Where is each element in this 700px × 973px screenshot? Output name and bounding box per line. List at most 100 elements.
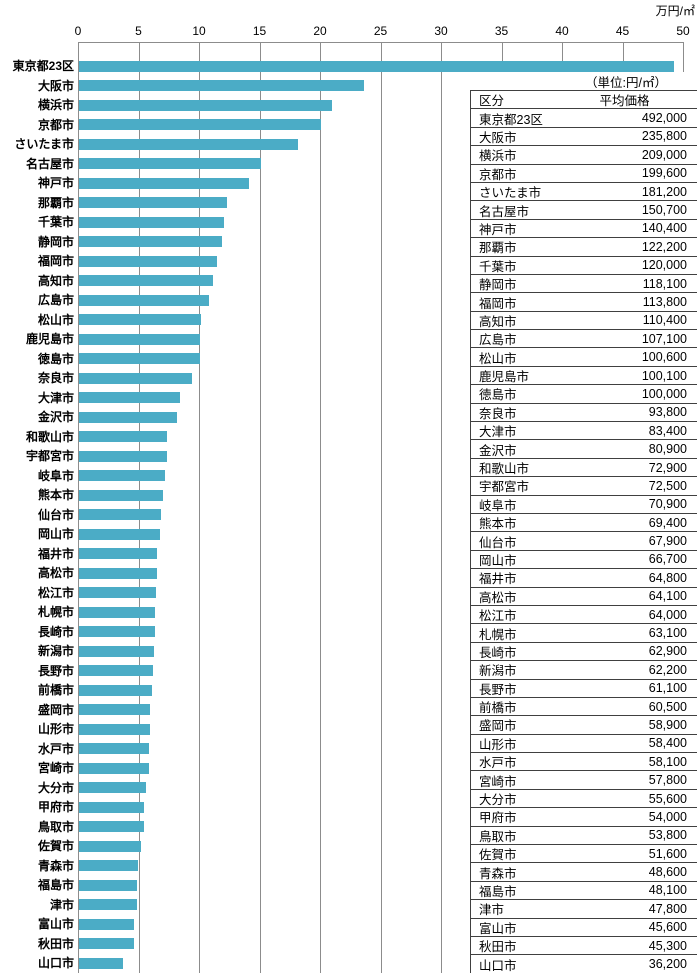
value-bar — [79, 255, 217, 267]
table-row: 宮崎市 57,800 — [471, 771, 697, 790]
table-row: 甲府市 54,000 — [471, 808, 697, 827]
category-label: 松山市 — [37, 312, 74, 327]
table-row: 津市 47,800 — [471, 900, 697, 919]
table-cell-category: 水戸市 — [479, 756, 517, 771]
category-label: 東京都23区 — [12, 59, 74, 73]
table-cell-price: 69,400 — [648, 515, 687, 530]
table-cell-category: 和歌山市 — [479, 462, 530, 477]
gridline — [199, 42, 200, 973]
table-row: 横浜市 209,000 — [471, 146, 697, 165]
table-cell-category: 熊本市 — [479, 517, 517, 532]
table-row: 東京都23区 492,000 — [471, 109, 697, 128]
table-row: 福井市 64,800 — [471, 569, 697, 588]
table-row: 京都市 199,600 — [471, 164, 697, 183]
table-cell-price: 67,900 — [648, 534, 687, 549]
value-bar — [79, 645, 155, 657]
table-cell-price: 64,000 — [648, 607, 687, 622]
table-cell-price: 150,700 — [641, 203, 687, 218]
value-bar — [79, 470, 165, 481]
category-label: 福岡市 — [37, 254, 74, 268]
table-cell-price: 80,900 — [648, 442, 687, 457]
gridline — [138, 42, 140, 973]
table-cell-category: 横浜市 — [479, 149, 517, 164]
value-bar — [79, 177, 249, 189]
category-label: 富山市 — [37, 917, 74, 931]
table-row: 奈良市 93,800 — [471, 403, 697, 423]
table-cell-price: 36,200 — [648, 957, 687, 972]
table-row: 佐賀市 51,600 — [471, 845, 697, 864]
category-label: 岐阜市 — [37, 468, 74, 483]
value-bar — [79, 431, 168, 442]
x-tick-label: 35 — [494, 24, 509, 38]
table-cell-price: 53,800 — [648, 828, 687, 843]
table-cell-category: 広島市 — [479, 333, 517, 348]
table-cell-price: 110,400 — [642, 313, 687, 328]
table-row: 那覇市 122,200 — [471, 238, 697, 257]
table-cell-category: 甲府市 — [479, 811, 517, 826]
table-cell-price: 118,100 — [642, 276, 687, 291]
value-bar — [79, 80, 365, 91]
table-cell-category: さいたま市 — [479, 186, 542, 201]
table-cell-category: 岐阜市 — [479, 498, 517, 513]
table-cell-category: 東京都23区 — [479, 112, 543, 127]
table-row: 山口市 36,200 — [471, 955, 697, 973]
x-tick-label: 30 — [434, 24, 448, 38]
value-bar — [79, 606, 156, 618]
table-row: 水戸市 58,100 — [471, 753, 697, 772]
category-label: 名古屋市 — [25, 156, 74, 171]
value-bar — [79, 197, 227, 208]
table-cell-category: 高松市 — [479, 590, 517, 605]
table-cell-category: 佐賀市 — [479, 848, 517, 863]
category-label: 高知市 — [37, 273, 74, 288]
table-row: 熊本市 69,400 — [471, 513, 697, 533]
value-bar — [79, 158, 262, 169]
category-label: 青森市 — [37, 858, 74, 873]
table-cell-category: 大分市 — [479, 793, 517, 808]
gridline — [320, 42, 321, 973]
table-row: 秋田市 45,300 — [471, 936, 697, 956]
value-bar — [79, 314, 201, 325]
gridline — [78, 42, 79, 973]
category-label: さいたま市 — [14, 137, 74, 151]
value-bar — [79, 879, 138, 891]
table-cell-price: 58,400 — [648, 736, 687, 751]
x-tick-label: 45 — [615, 24, 630, 38]
table-cell-price: 45,600 — [648, 920, 687, 935]
category-label: 仙台市 — [37, 507, 74, 522]
table-row: 岐阜市 70,900 — [471, 495, 697, 514]
table-cell-category: 那覇市 — [479, 241, 517, 256]
category-label: 秋田市 — [37, 936, 74, 951]
value-bar — [79, 372, 193, 384]
table-cell-price: 209,000 — [641, 147, 687, 162]
category-label: 大分市 — [37, 780, 74, 795]
category-label: 和歌山市 — [25, 429, 74, 444]
category-label: 熊本市 — [37, 488, 74, 502]
value-bar — [79, 450, 167, 462]
table-cell-category: 名古屋市 — [479, 204, 530, 219]
table-cell-price: 48,600 — [648, 865, 687, 880]
category-label: 大阪市 — [37, 78, 74, 93]
category-label: 前橋市 — [37, 683, 74, 697]
table-cell-price: 61,100 — [648, 681, 687, 696]
table-row: 札幌市 63,100 — [471, 624, 697, 643]
table-cell-price: 51,600 — [648, 846, 687, 861]
table-cell-category: 山口市 — [479, 958, 517, 973]
table-cell-price: 83,400 — [648, 423, 687, 438]
category-label: 福島市 — [37, 878, 74, 892]
table-cell-price: 64,100 — [648, 589, 687, 604]
table-row: 宇都宮市 72,500 — [471, 477, 697, 496]
value-bar — [79, 704, 151, 715]
price-table-grid: 区分 平均価格 東京都23区 492,000 大阪市 235,800 横浜市 209,00… — [470, 90, 697, 973]
category-label: 千葉市 — [37, 215, 74, 229]
value-bar — [79, 957, 123, 969]
category-label: 那覇市 — [37, 195, 74, 210]
category-label: 水戸市 — [37, 741, 74, 756]
table-cell-price: 72,500 — [648, 478, 687, 493]
table-row: 長崎市 62,900 — [471, 642, 697, 662]
table-cell-price: 70,900 — [648, 497, 687, 512]
table-cell-category: 宇都宮市 — [479, 480, 530, 495]
value-bar — [79, 392, 180, 403]
table-row: 長野市 61,100 — [471, 679, 697, 698]
table-cell-category: 京都市 — [479, 167, 517, 182]
table-cell-price: 57,800 — [648, 773, 687, 788]
